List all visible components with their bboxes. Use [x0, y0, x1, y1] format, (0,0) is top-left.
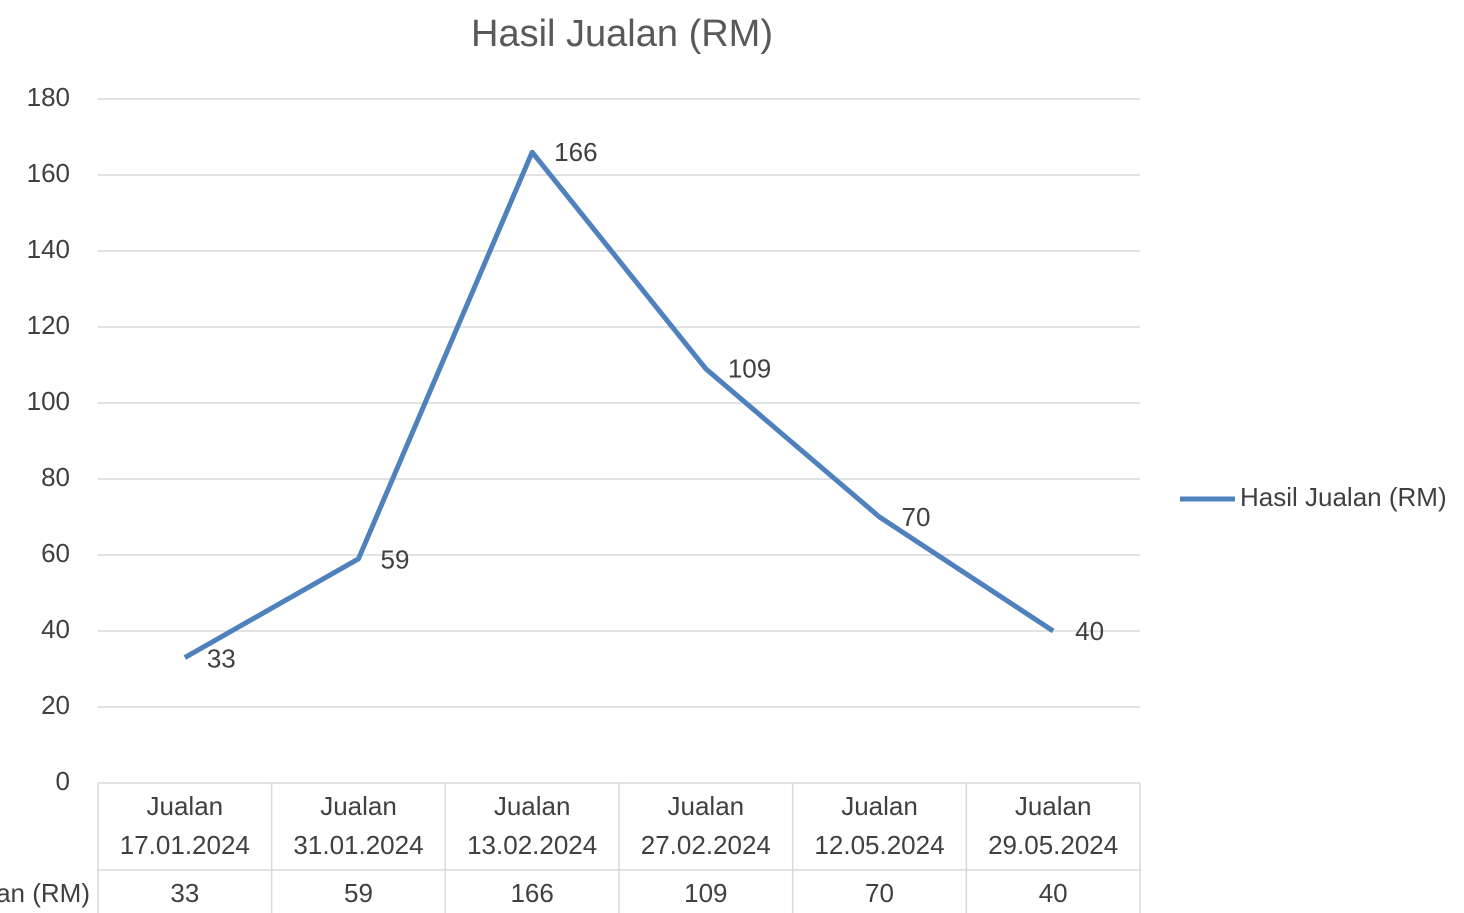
- data-label: 40: [1075, 616, 1104, 646]
- y-tick-label: 100: [27, 386, 70, 416]
- y-tick-label: 60: [41, 538, 70, 568]
- chart-title: Hasil Jualan (RM): [471, 13, 773, 55]
- table-value: 70: [865, 878, 894, 908]
- data-label: 109: [728, 354, 771, 384]
- data-label: 166: [554, 137, 597, 167]
- x-tick-label: Jualan 17.01.2024: [120, 791, 250, 860]
- x-tick-label: Jualan 13.02.2024: [467, 791, 597, 860]
- y-tick-label: 20: [41, 690, 70, 720]
- table-value: 40: [1039, 878, 1068, 908]
- legend-label: Hasil Jualan (RM): [1240, 482, 1447, 512]
- table-value: 109: [684, 878, 727, 908]
- x-tick-label: Jualan 27.02.2024: [641, 791, 771, 860]
- x-tick-label: Jualan 29.05.2024: [988, 791, 1118, 860]
- y-tick-label: 180: [27, 82, 70, 112]
- table-value: 59: [344, 878, 373, 908]
- table-row-label: Hasil Jualan (RM): [0, 878, 90, 908]
- x-tick-label: Jualan 12.05.2024: [814, 791, 944, 860]
- data-label: 59: [381, 545, 410, 575]
- table-value: 166: [510, 878, 553, 908]
- y-tick-label: 40: [41, 614, 70, 644]
- data-label: 70: [902, 502, 931, 532]
- y-tick-label: 80: [41, 462, 70, 492]
- x-tick-label: Jualan 31.01.2024: [293, 791, 423, 860]
- y-tick-label: 140: [27, 234, 70, 264]
- y-tick-label: 0: [56, 766, 70, 796]
- y-tick-label: 120: [27, 310, 70, 340]
- data-label: 33: [207, 643, 236, 673]
- table-value: 33: [170, 878, 199, 908]
- line-series: [183, 149, 1055, 660]
- y-tick-label: 160: [27, 158, 70, 188]
